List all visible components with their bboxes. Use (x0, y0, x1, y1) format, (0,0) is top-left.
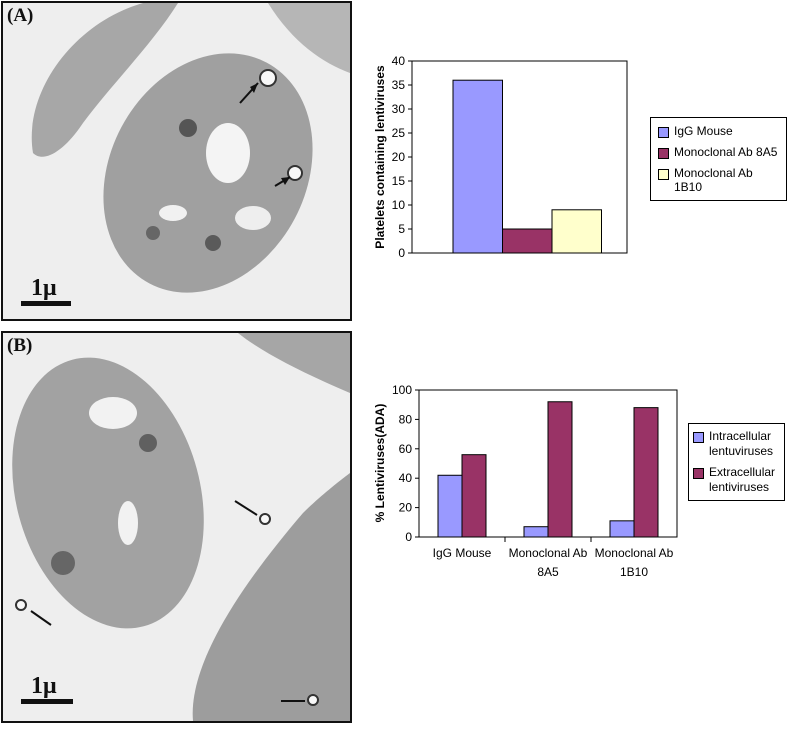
chart-b-x-tick-label: Monoclonal Ab (509, 546, 588, 560)
chart-a-legend-item: IgG Mouse (658, 124, 782, 138)
chart-b-bar (461, 454, 487, 538)
panel-a-label: (A) (7, 5, 34, 26)
chart-a-legend-item: Monoclonal Ab 1B10 (658, 166, 782, 194)
legend-swatch (658, 127, 669, 138)
legend-label: IgG Mouse (674, 124, 733, 138)
micrograph-b: (B) 1μ (1, 331, 352, 723)
chart-b-y-tick-label: 60 (399, 442, 413, 456)
chart-a-legend: IgG Mouse Monoclonal Ab 8A5 Monoclonal A… (650, 117, 787, 201)
micrograph-a: (A) 1μ (1, 1, 352, 321)
chart-a-y-tick-label: 5 (398, 222, 405, 236)
chart-b-y-tick-label: 100 (392, 383, 412, 397)
chart-b-bar (547, 401, 573, 538)
chart-b-plot-area (418, 389, 678, 538)
chart-b-bar (633, 407, 659, 538)
chart-b-x-tick-label: 8A5 (537, 565, 559, 579)
chart-a-bar (551, 209, 602, 254)
micrograph-a-illustration (3, 3, 350, 319)
legend-label-line: lentiviruses (709, 480, 770, 494)
legend-swatch (658, 169, 669, 180)
chart-b-y-tick-label: 0 (405, 530, 412, 544)
legend-label: Monoclonal Ab 1B10 (674, 166, 753, 194)
chart-b-x-tick-label: IgG Mouse (433, 546, 492, 560)
chart-a-legend-item: Monoclonal Ab 8A5 (658, 145, 782, 159)
chart-a-bar (502, 228, 553, 254)
legend-swatch (693, 468, 704, 479)
legend-swatch (693, 432, 704, 443)
legend-label-line: Extracellular (709, 465, 776, 479)
legend-swatch (658, 148, 669, 159)
chart-a-bar (452, 79, 503, 254)
chart-b-x-tick-label: 1B10 (620, 565, 648, 579)
chart-a-y-tick-label: 10 (392, 198, 406, 212)
panel-a-scale-label: 1μ (31, 275, 57, 301)
chart-a-y-tick-label: 40 (392, 54, 406, 68)
panel-a-scale-bar (21, 301, 71, 306)
legend-label: Intracellular lentuviruses (709, 429, 773, 459)
chart-b-y-tick-label: 80 (399, 412, 413, 426)
legend-label: Extracellular lentiviruses (709, 465, 775, 495)
chart-b-bar (523, 526, 549, 538)
legend-label-line: lentuviruses (709, 444, 774, 458)
chart-b-legend-item: Extracellular lentiviruses (693, 465, 781, 495)
micrograph-b-illustration (3, 333, 350, 721)
chart-a-y-tick-label: 30 (392, 102, 406, 116)
chart-b-y-axis-label: % Lentiviruses(ADA) (373, 404, 387, 523)
chart-b-legend: Intracellular lentuviruses Extracellular… (688, 423, 785, 501)
chart-b-y-tick-label: 20 (399, 501, 413, 515)
panel-b-label: (B) (7, 335, 33, 356)
chart-a-plot-area (411, 60, 628, 254)
chart-b-bar (609, 520, 635, 538)
chart-b-x-tick-label: Monoclonal Ab (595, 546, 674, 560)
chart-a-y-tick-label: 20 (392, 150, 406, 164)
chart-b-bar (437, 474, 463, 538)
legend-label-line: Intracellular (709, 429, 772, 443)
chart-a-y-tick-label: 15 (392, 174, 406, 188)
chart-a-y-tick-label: 0 (398, 246, 405, 260)
chart-a-y-axis-label: Platelets containing lentiviruses (373, 65, 387, 249)
chart-b-legend-item: Intracellular lentuviruses (693, 429, 781, 459)
panel-b-scale-label: 1μ (31, 673, 57, 699)
panel-b-scale-bar (21, 699, 73, 704)
chart-b-y-tick-label: 40 (399, 471, 413, 485)
chart-a-y-tick-label: 25 (392, 126, 406, 140)
legend-label: Monoclonal Ab 8A5 (674, 145, 778, 159)
chart-a-y-tick-label: 35 (392, 78, 406, 92)
